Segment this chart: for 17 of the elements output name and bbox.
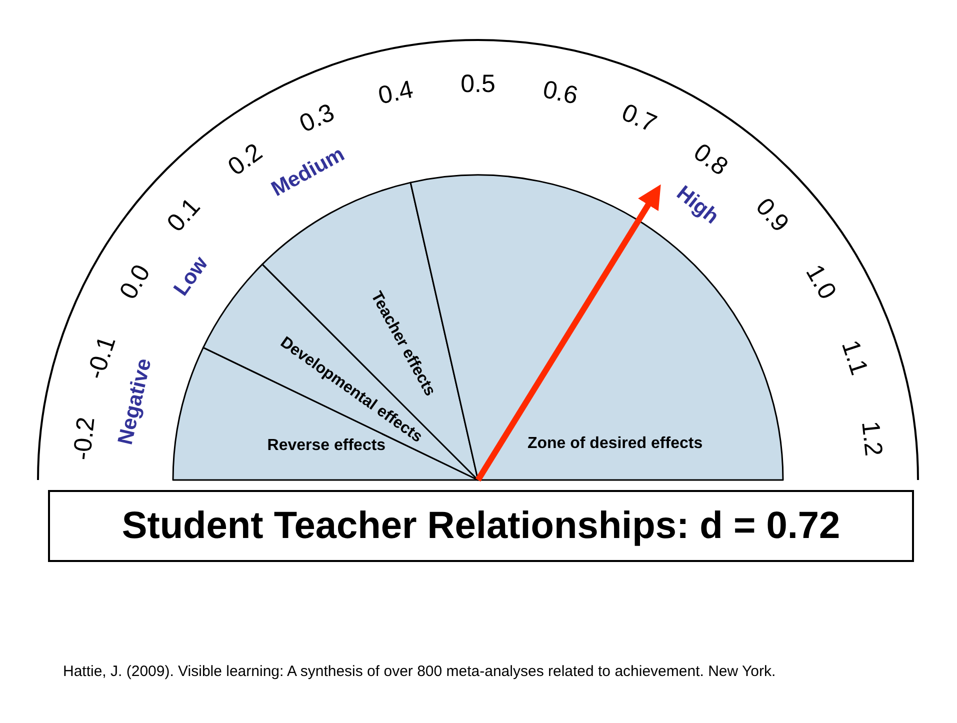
- text: 0.3: [295, 98, 339, 138]
- text: 0.7: [617, 98, 661, 138]
- text: 0.9: [750, 192, 794, 238]
- text: 0.1: [162, 192, 206, 238]
- slice-label: Zone of desired effects: [527, 434, 703, 452]
- text: 0.8: [688, 138, 734, 182]
- text: 1.0: [800, 260, 842, 304]
- text: -0.2: [68, 416, 100, 462]
- text: 0.5: [460, 70, 496, 98]
- text: 1.2: [856, 420, 888, 458]
- text: 0.6: [540, 75, 580, 110]
- text: 0.0: [114, 260, 156, 304]
- text: Student Teacher Relationships: d = 0.72: [48, 490, 914, 562]
- text: 0.2: [222, 138, 268, 182]
- text: 0.4: [376, 75, 416, 110]
- text: 1.1: [836, 336, 874, 378]
- text: Hattie, J. (2009). Visible learning: A synthesis of over 800 meta-analyses related to achievement. New York.: [63, 663, 777, 680]
